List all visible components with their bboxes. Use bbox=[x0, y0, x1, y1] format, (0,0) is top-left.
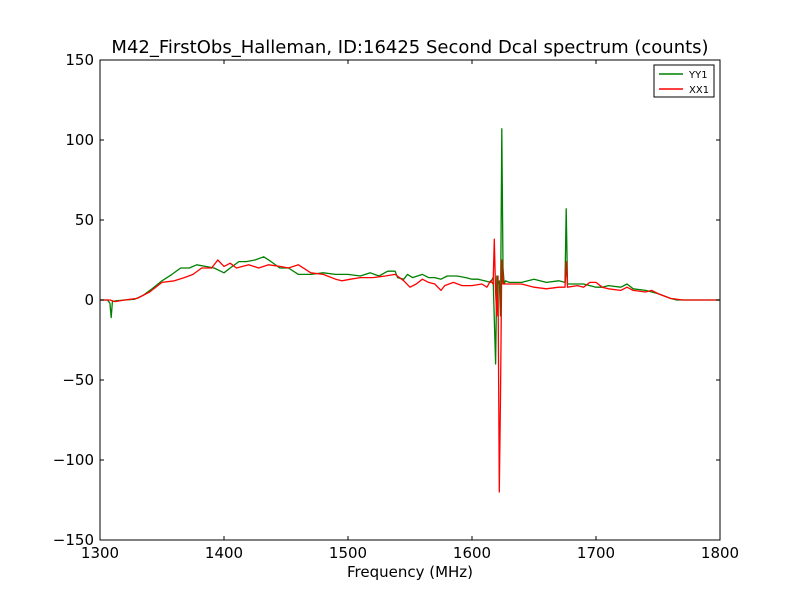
x-axis-label: Frequency (MHz) bbox=[347, 563, 473, 581]
y-tick-label: −150 bbox=[53, 531, 94, 549]
x-tick-label: 1600 bbox=[453, 544, 491, 562]
series-layer bbox=[100, 128, 720, 493]
plot-area: 1300 1400 1500 1600 1700 1800 −150 −100 −50 0 50 10… bbox=[53, 51, 739, 562]
legend-label-xx1: XX1 bbox=[689, 85, 709, 96]
legend-label-yy1: YY1 bbox=[688, 70, 708, 81]
y-tick-label: 100 bbox=[65, 131, 94, 149]
y-tick-label: 150 bbox=[65, 51, 94, 69]
series-line-xx1 bbox=[100, 238, 720, 493]
axes-frame bbox=[99, 59, 721, 541]
tick-layer: 1300 1400 1500 1600 1700 1800 −150 −100 −50 0 50 10… bbox=[53, 51, 739, 562]
legend-box bbox=[653, 64, 715, 98]
x-tick-label: 1800 bbox=[701, 544, 739, 562]
x-tick-label: 1500 bbox=[329, 544, 367, 562]
chart-title: M42_FirstObs_Halleman, ID:16425 Second D… bbox=[111, 37, 708, 58]
legend: YY1 XX1 bbox=[653, 64, 715, 98]
y-tick-label: −50 bbox=[62, 371, 94, 389]
y-tick-label: 50 bbox=[75, 211, 94, 229]
series-line-yy1 bbox=[100, 128, 720, 365]
x-tick-label: 1400 bbox=[205, 544, 243, 562]
x-tick-label: 1300 bbox=[81, 544, 119, 562]
x-tick-label: 1700 bbox=[577, 544, 615, 562]
y-tick-label: −100 bbox=[53, 451, 94, 469]
y-tick-label: 0 bbox=[84, 291, 94, 309]
